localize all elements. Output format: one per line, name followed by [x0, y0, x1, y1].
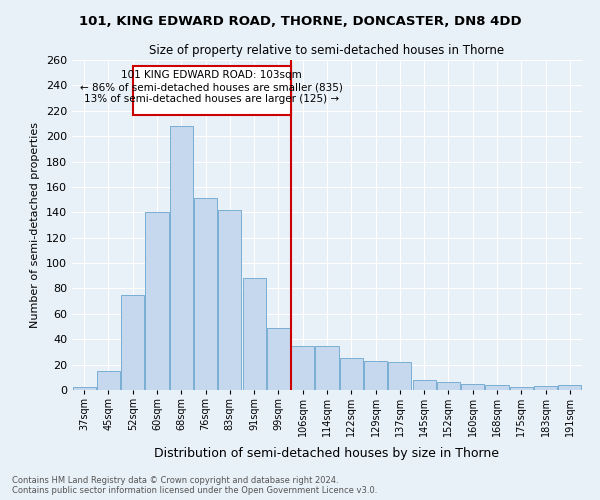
- Bar: [97, 371, 120, 390]
- Text: 101 KING EDWARD ROAD: 103sqm: 101 KING EDWARD ROAD: 103sqm: [121, 70, 302, 80]
- Bar: [534, 386, 557, 390]
- Text: ← 86% of semi-detached houses are smaller (835): ← 86% of semi-detached houses are smalle…: [80, 83, 343, 93]
- Bar: [267, 328, 290, 390]
- Bar: [340, 358, 363, 390]
- Bar: [485, 385, 509, 390]
- Text: 13% of semi-detached houses are larger (125) →: 13% of semi-detached houses are larger (…: [84, 94, 339, 104]
- Bar: [133, 66, 290, 114]
- Bar: [437, 382, 460, 390]
- X-axis label: Distribution of semi-detached houses by size in Thorne: Distribution of semi-detached houses by …: [155, 448, 499, 460]
- Bar: [242, 278, 266, 390]
- Text: 101, KING EDWARD ROAD, THORNE, DONCASTER, DN8 4DD: 101, KING EDWARD ROAD, THORNE, DONCASTER…: [79, 15, 521, 28]
- Bar: [388, 362, 412, 390]
- Bar: [194, 198, 217, 390]
- Bar: [121, 295, 144, 390]
- Bar: [73, 388, 95, 390]
- Bar: [413, 380, 436, 390]
- Bar: [364, 361, 387, 390]
- Bar: [461, 384, 484, 390]
- Title: Size of property relative to semi-detached houses in Thorne: Size of property relative to semi-detach…: [149, 44, 505, 58]
- Y-axis label: Number of semi-detached properties: Number of semi-detached properties: [31, 122, 40, 328]
- Bar: [291, 346, 314, 390]
- Text: Contains HM Land Registry data © Crown copyright and database right 2024.
Contai: Contains HM Land Registry data © Crown c…: [12, 476, 377, 495]
- Bar: [316, 346, 338, 390]
- Bar: [510, 388, 533, 390]
- Bar: [170, 126, 193, 390]
- Bar: [559, 385, 581, 390]
- Bar: [145, 212, 169, 390]
- Bar: [218, 210, 241, 390]
